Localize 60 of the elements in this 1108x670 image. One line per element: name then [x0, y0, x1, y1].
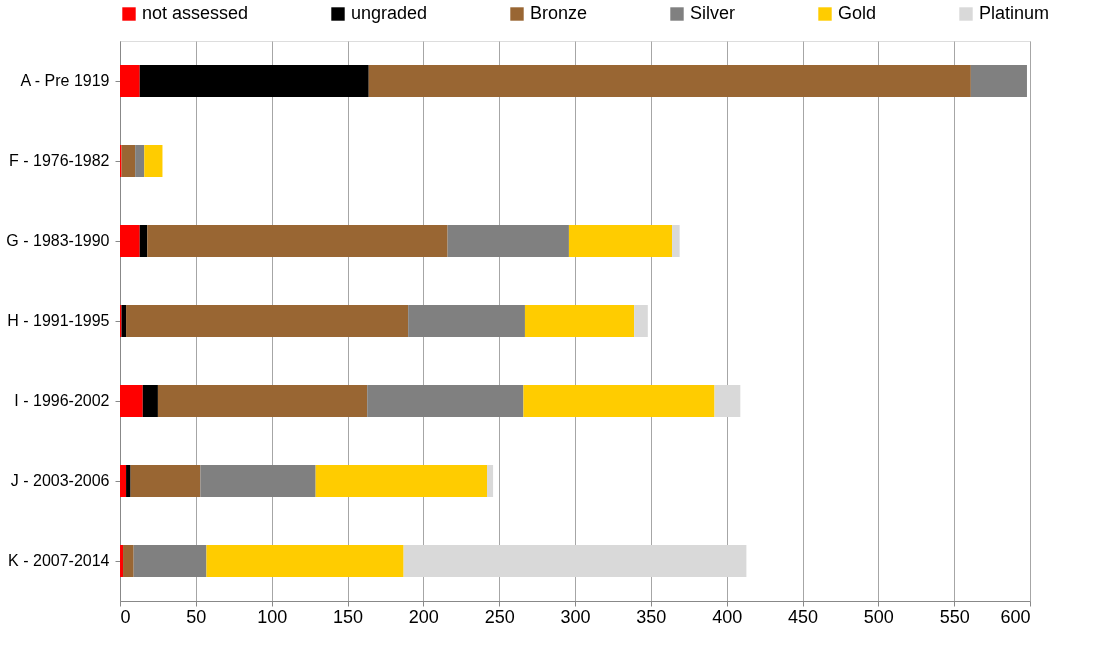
y-tick-label: J - 2003-2006: [10, 472, 110, 489]
bar: [206, 545, 404, 577]
y-tick-label: A - Pre 1919: [20, 72, 110, 89]
bar: [120, 465, 127, 497]
bar: [126, 305, 409, 337]
x-tick-label: 600: [1000, 606, 1031, 627]
bar: [120, 65, 140, 97]
bar: [367, 385, 524, 417]
x-tick-label: 450: [787, 606, 819, 627]
bar: [970, 65, 1027, 97]
bar: [121, 145, 136, 177]
bar: [147, 225, 448, 257]
bar: [135, 145, 145, 177]
x-tick-label: 550: [939, 606, 970, 627]
x-tick-label: 400: [712, 606, 743, 627]
bar: [120, 545, 124, 577]
bar: [123, 545, 134, 577]
bar: [139, 65, 369, 97]
x-tick-label: 300: [560, 606, 591, 627]
bar: [672, 225, 680, 257]
x-tick-label: 50: [186, 606, 207, 627]
bar: [408, 305, 525, 337]
bar: [157, 385, 368, 417]
legend-label: not assessed: [142, 3, 249, 23]
y-tick-label: G - 1983-1990: [6, 232, 110, 249]
y-tick-label: K - 2007-2014: [8, 552, 110, 569]
x-tick-label: 0: [120, 606, 131, 627]
x-tick-label: 200: [408, 606, 439, 627]
bar: [315, 465, 488, 497]
bar: [487, 465, 494, 497]
bar: [368, 65, 971, 97]
bar: [126, 465, 131, 497]
x-tick-label: 500: [863, 606, 894, 627]
legend-label: ungraded: [351, 3, 428, 23]
bar: [714, 385, 741, 417]
bar: [524, 305, 635, 337]
bar: [142, 385, 158, 417]
x-tick-label: 350: [636, 606, 667, 627]
legend-label: Bronze: [530, 3, 588, 23]
x-tick-label: 250: [484, 606, 515, 627]
bar: [200, 465, 316, 497]
legend-label: Gold: [838, 3, 877, 23]
bar: [634, 305, 648, 337]
bar: [139, 225, 148, 257]
bar: [144, 145, 163, 177]
y-tick-label: H - 1991-1995: [7, 312, 110, 329]
legend-label: Silver: [690, 3, 736, 23]
bar: [523, 385, 715, 417]
bar: [130, 465, 201, 497]
legend-label: Platinum: [979, 3, 1050, 23]
y-tick-label: I - 1996-2002: [14, 392, 110, 409]
x-tick-label: 150: [332, 606, 364, 627]
bar: [120, 225, 140, 257]
bar: [120, 385, 143, 417]
x-tick-label: 100: [257, 606, 288, 627]
bar: [568, 225, 673, 257]
bar: [403, 545, 747, 577]
bar: [133, 545, 207, 577]
y-tick-label: F - 1976-1982: [8, 152, 110, 169]
bar: [447, 225, 569, 257]
